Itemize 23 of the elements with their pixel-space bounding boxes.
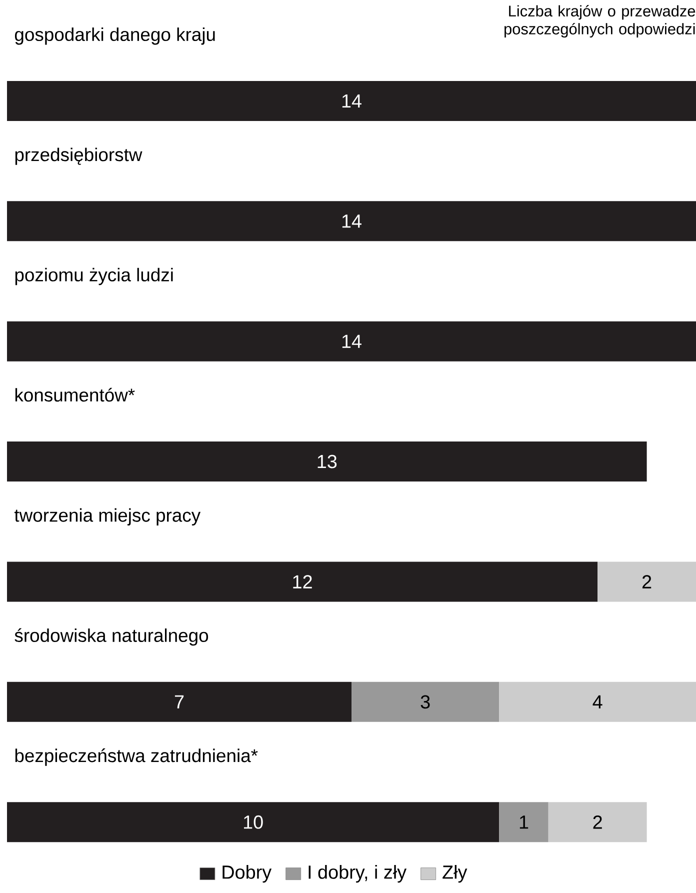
data-label: 12	[293, 575, 312, 588]
y-tick-label: poziomu życia ludzi	[15, 268, 173, 286]
y-tick-label: gospodarki danego kraju	[14, 28, 215, 45]
y-tick-label: konsumentów*	[15, 388, 135, 402]
legend-label: Dobry	[222, 864, 272, 883]
chart-title: Liczba krajów o przewadze poszczególnych odpowiedzi	[504, 5, 696, 38]
y-tick-label: tworzenia miejsc pracy	[14, 508, 201, 526]
data-label: 10	[244, 815, 263, 829]
data-label: 2	[593, 815, 602, 829]
y-tick-label: środowiska naturalnego	[14, 628, 208, 646]
data-label: 14	[342, 94, 362, 108]
data-label: 3	[420, 695, 430, 709]
legend-label: Zły	[442, 864, 468, 883]
data-label: 1	[520, 816, 528, 829]
data-label: 14	[342, 334, 362, 348]
y-tick-label: bezpieczeństwa zatrudnienia*	[15, 748, 258, 766]
y-tick-label: przedsiębiorstw	[15, 148, 142, 165]
legend-label: I dobry, i zły	[308, 864, 407, 883]
data-label: 2	[642, 575, 652, 588]
data-label: 4	[592, 695, 602, 708]
data-label: 14	[342, 214, 362, 228]
data-label: 13	[318, 454, 337, 468]
data-label: 7	[174, 695, 184, 708]
